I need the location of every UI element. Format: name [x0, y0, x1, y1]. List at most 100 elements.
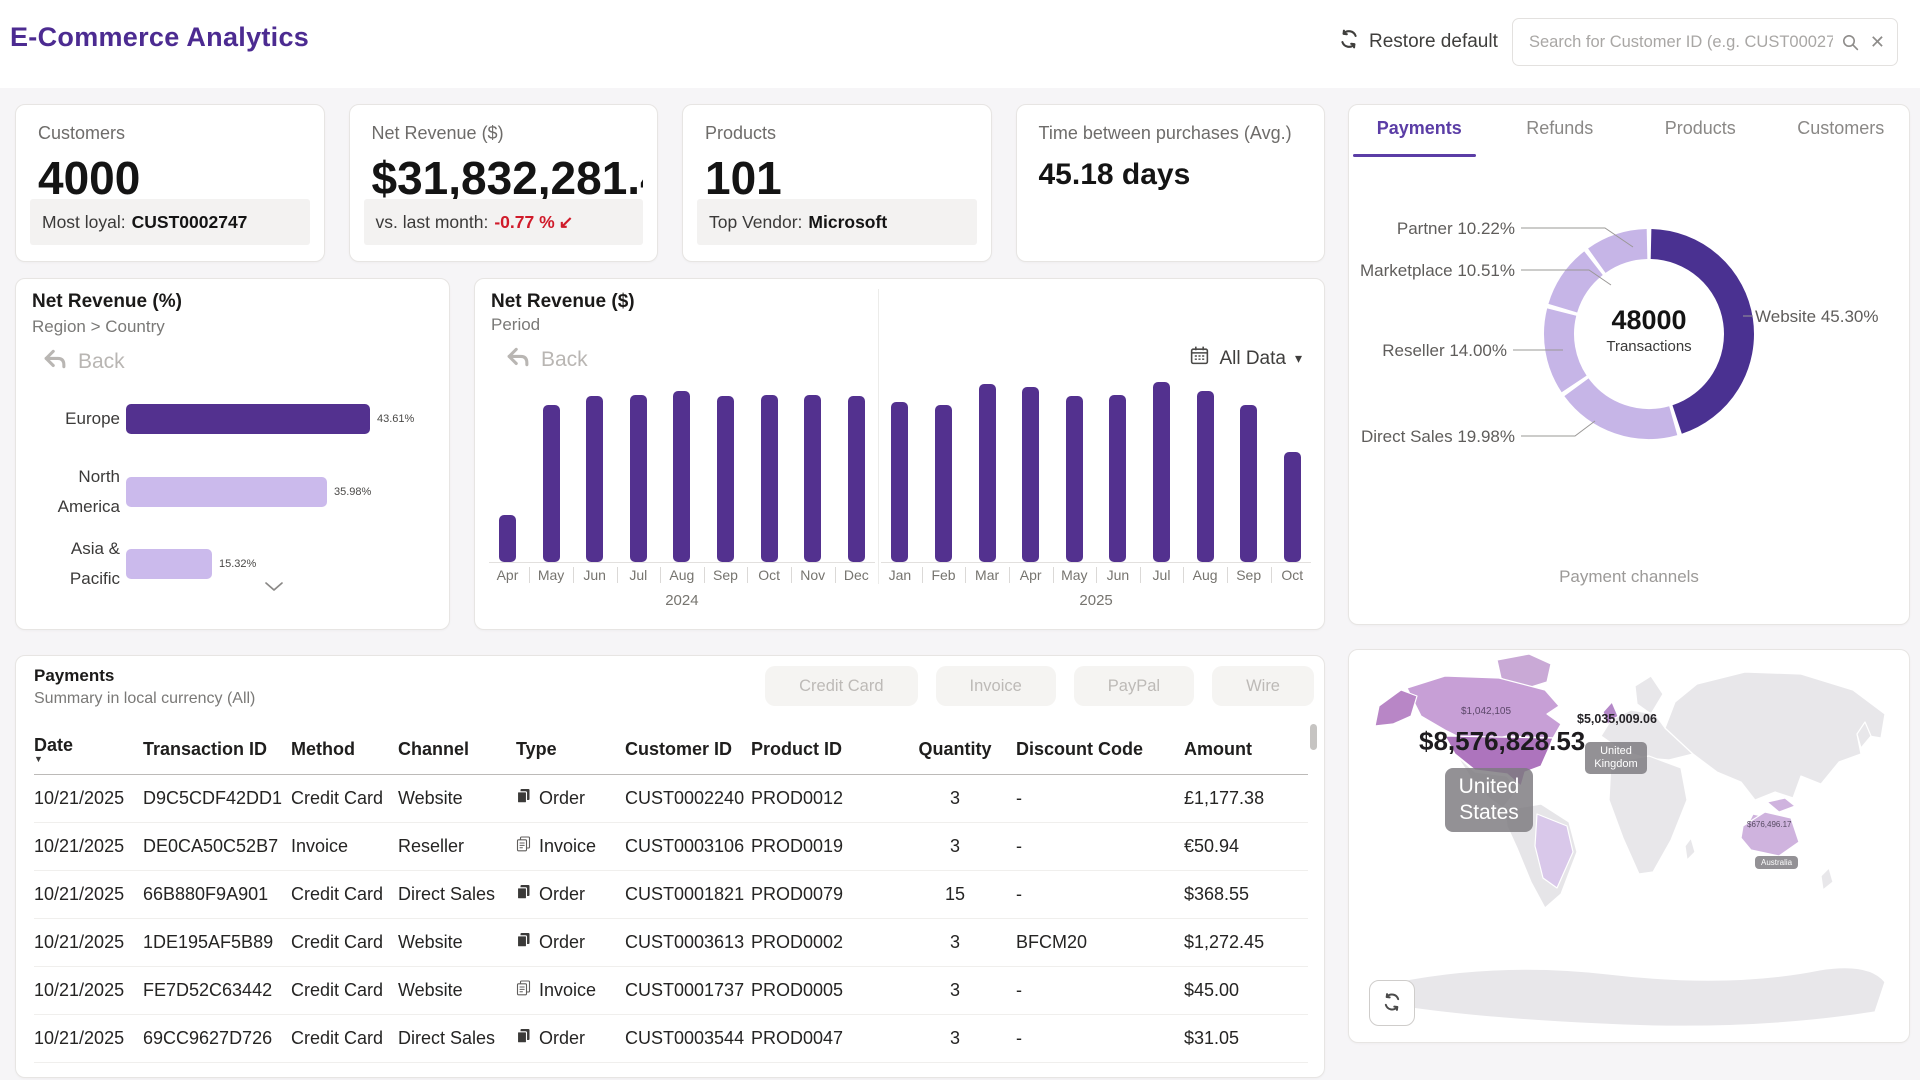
column-header-quantity[interactable]: Quantity — [894, 739, 1016, 760]
map-antarctica[interactable] — [1376, 967, 1886, 1027]
cell-date: 10/21/2025 — [34, 980, 125, 1000]
search-input[interactable] — [1529, 32, 1833, 52]
table-scrollbar-thumb[interactable] — [1310, 724, 1317, 750]
donut-segment-direct-sales[interactable] — [1564, 377, 1678, 439]
clear-search-icon[interactable]: ✕ — [1869, 31, 1885, 52]
period-bar-aug-2024[interactable] — [673, 391, 691, 562]
period-bar-nov-2024[interactable] — [804, 395, 822, 562]
region-back-button[interactable]: Back — [42, 347, 125, 377]
map-refresh-button[interactable] — [1369, 980, 1415, 1026]
period-bar-oct-2025[interactable] — [1283, 452, 1301, 562]
column-header-customer-id[interactable]: Customer ID — [625, 739, 751, 760]
region-bar-label: Asia & Pacific — [69, 539, 120, 588]
period-bar-may-2024[interactable] — [542, 405, 560, 562]
region-bar-row: Europe 43.61% — [16, 404, 451, 434]
period-bar-jan-2025[interactable] — [891, 402, 909, 562]
payments-table-card: Payments Summary in local currency (All)… — [15, 655, 1325, 1078]
column-header-method[interactable]: Method — [291, 739, 398, 760]
cell-date: 10/21/2025 — [34, 932, 125, 952]
month-tick — [572, 567, 574, 583]
tab-refunds[interactable]: Refunds — [1526, 118, 1594, 138]
period-bar-jul-2025[interactable] — [1153, 382, 1170, 562]
map-australia[interactable] — [1740, 811, 1800, 857]
filter-pill-wire[interactable]: Wire — [1212, 666, 1314, 706]
period-bar-sep-2025[interactable] — [1240, 405, 1258, 562]
period-bar-jun-2024[interactable] — [586, 396, 604, 562]
table-row[interactable]: 10/21/2025 DE0CA50C52B7 Invoice Reseller Inv… — [34, 823, 1308, 871]
month-tick — [790, 567, 792, 583]
table-row[interactable]: 10/21/2025 66B880F9A901 Credit Card Direct … — [34, 871, 1308, 919]
map-seasia-islands[interactable] — [1766, 797, 1796, 813]
column-header-channel[interactable]: Channel — [398, 739, 516, 760]
restore-default-button[interactable]: Restore default — [1338, 28, 1498, 56]
donut-segment-marketplace[interactable] — [1548, 251, 1604, 313]
column-header-discount-code[interactable]: Discount Code — [1016, 739, 1184, 760]
cell-amount: $368.55 — [1184, 884, 1250, 904]
cell-amount: $45.00 — [1184, 980, 1240, 1000]
kpi-label: Products — [705, 123, 777, 143]
tab-customers[interactable]: Customers — [1797, 118, 1885, 138]
period-bar-jun-2025[interactable] — [1109, 395, 1127, 562]
region-bar-asia-pacific[interactable] — [126, 549, 212, 579]
column-header-product-id[interactable]: Product ID — [751, 739, 894, 760]
donut-segment-partner[interactable] — [1588, 229, 1648, 274]
table-row[interactable]: 10/21/2025 69CC9627D726 Credit Card Direct … — [34, 1015, 1308, 1063]
map-japan[interactable] — [1856, 721, 1872, 749]
back-label: Back — [78, 350, 125, 373]
period-bar-aug-2025[interactable] — [1196, 391, 1214, 562]
donut-segment-reseller[interactable] — [1544, 308, 1587, 393]
map-asia[interactable] — [1664, 671, 1886, 801]
filter-pill-credit-card[interactable]: Credit Card — [765, 666, 918, 706]
tab-products[interactable]: Products — [1664, 118, 1736, 138]
map-new-zealand[interactable] — [1820, 867, 1834, 891]
month-label: Aug — [1192, 567, 1218, 583]
map-scandinavia[interactable] — [1634, 675, 1664, 715]
donut-label-partner: Partner 10.22% — [1396, 219, 1515, 238]
tab-payments[interactable]: Payments — [1349, 105, 1490, 157]
column-header-date[interactable]: Date ▼ — [34, 735, 143, 764]
map-alaska[interactable] — [1374, 689, 1418, 727]
region-bar-label: North America — [57, 467, 120, 516]
month-label: Jun — [583, 567, 606, 583]
month-label: May — [1061, 567, 1088, 583]
column-header-transaction-id[interactable]: Transaction ID — [143, 739, 291, 760]
map-brazil[interactable] — [1534, 813, 1574, 889]
column-header-label: Discount Code — [1016, 738, 1144, 759]
period-bar-jul-2024[interactable] — [629, 395, 647, 562]
cell-type: Invoice — [516, 980, 625, 1001]
region-bar-europe[interactable] — [126, 404, 370, 434]
chevron-down-icon: ▾ — [1294, 350, 1302, 366]
table-row[interactable]: 10/21/2025 D9C5CDF42DD1 Credit Card Website… — [34, 775, 1308, 823]
period-bar-may-2025[interactable] — [1065, 396, 1083, 562]
table-row[interactable]: 10/21/2025 FE7D52C63442 Credit Card Website… — [34, 967, 1308, 1015]
column-header-amount[interactable]: Amount — [1184, 739, 1308, 760]
month-label: Jul — [629, 567, 648, 583]
period-bar-feb-2025[interactable] — [935, 405, 952, 562]
period-bar-apr-2024[interactable] — [499, 515, 516, 562]
donut-segment-website[interactable] — [1650, 229, 1754, 434]
date-range-dropdown[interactable]: All Data ▾ — [1189, 345, 1302, 372]
kpi-label: Time between purchases (Avg.) — [1038, 123, 1292, 143]
table-row[interactable]: 10/21/2025 1DE195AF5B89 Credit Card Website… — [34, 919, 1308, 967]
filter-pill-invoice[interactable]: Invoice — [935, 666, 1056, 706]
filter-pill-paypal[interactable]: PayPal — [1073, 666, 1195, 706]
kpi-label: Net Revenue ($) — [371, 123, 504, 143]
period-bar-apr-2025[interactable] — [1022, 387, 1040, 562]
region-bar-north-america[interactable] — [126, 477, 327, 507]
period-bar-dec-2024[interactable] — [847, 396, 865, 562]
column-header-label: Method — [291, 738, 355, 759]
search-icon[interactable] — [1841, 33, 1860, 52]
period-bar-sep-2024[interactable] — [717, 396, 734, 562]
period-back-button[interactable]: Back — [505, 345, 588, 375]
month-label: Apr — [1019, 567, 1042, 583]
expand-chevron-icon[interactable] — [264, 579, 284, 597]
period-bar-oct-2024[interactable] — [760, 395, 778, 562]
us-map-tooltip: United States — [1445, 768, 1533, 832]
cell-quantity: 3 — [949, 1028, 960, 1048]
map-canada[interactable] — [1406, 675, 1562, 745]
month-label: Dec — [843, 567, 869, 583]
map-madagascar[interactable] — [1684, 837, 1696, 861]
map-africa[interactable] — [1608, 755, 1688, 875]
column-header-type[interactable]: Type — [516, 739, 625, 760]
period-bar-mar-2025[interactable] — [978, 384, 996, 562]
